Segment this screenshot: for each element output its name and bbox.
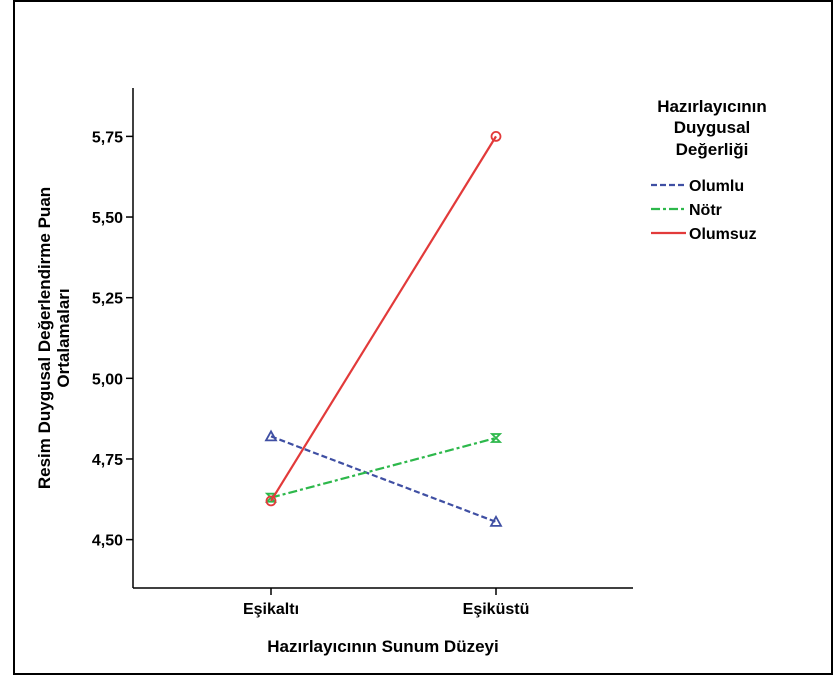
x-tick-label: Eşiküstü	[463, 601, 530, 618]
series-layer	[264, 130, 503, 527]
legend-label: Olumlu	[689, 178, 744, 195]
x-tick-label: Eşikaltı	[243, 601, 299, 618]
legend-title-line-3: Değerliği	[676, 140, 749, 159]
series-olumlu	[264, 429, 503, 527]
data-point	[490, 130, 502, 142]
y-axis-title-line-2: Ortalamaları	[54, 288, 73, 387]
legend: Hazırlayıcının Duygusal Değerliği Olumlu…	[651, 97, 767, 243]
y-tick-label: 4,50	[92, 533, 123, 550]
data-point	[489, 515, 503, 527]
series-line	[270, 135, 497, 502]
y-tick-label: 5,25	[92, 291, 123, 308]
y-tick-label: 5,50	[92, 210, 123, 227]
y-axis-title-line-1: Resim Duygusal Değerlendirme Puan	[35, 187, 54, 489]
legend-title-line-2: Duygusal	[674, 118, 751, 137]
plot-axes	[132, 88, 633, 589]
data-point	[265, 495, 277, 507]
x-axis-title: Hazırlayıcının Sunum Düzeyi	[267, 637, 498, 656]
y-axis-title: Resim Duygusal Değerlendirme Puan Ortala…	[35, 187, 73, 489]
legend-title-line-1: Hazırlayıcının	[657, 97, 767, 116]
series-olumsuz	[265, 130, 502, 507]
series-nötr	[264, 433, 503, 503]
legend-items: Olumlu Nötr Olumsuz	[651, 178, 757, 243]
legend-label: Olumsuz	[689, 226, 757, 243]
data-point	[489, 433, 503, 443]
series-line	[270, 435, 497, 523]
legend-label: Nötr	[689, 202, 722, 219]
data-point	[264, 429, 278, 442]
y-tick-label: 5,75	[92, 129, 123, 146]
chart-frame	[13, 0, 833, 675]
y-ticks: 4,50 4,75 5,00 5,25 5,50 5,75	[92, 129, 133, 550]
series-line	[270, 436, 497, 499]
x-ticks: Eşikaltı Eşiküstü	[243, 588, 529, 618]
y-tick-label: 4,75	[92, 452, 123, 469]
y-tick-label: 5,00	[92, 371, 123, 388]
